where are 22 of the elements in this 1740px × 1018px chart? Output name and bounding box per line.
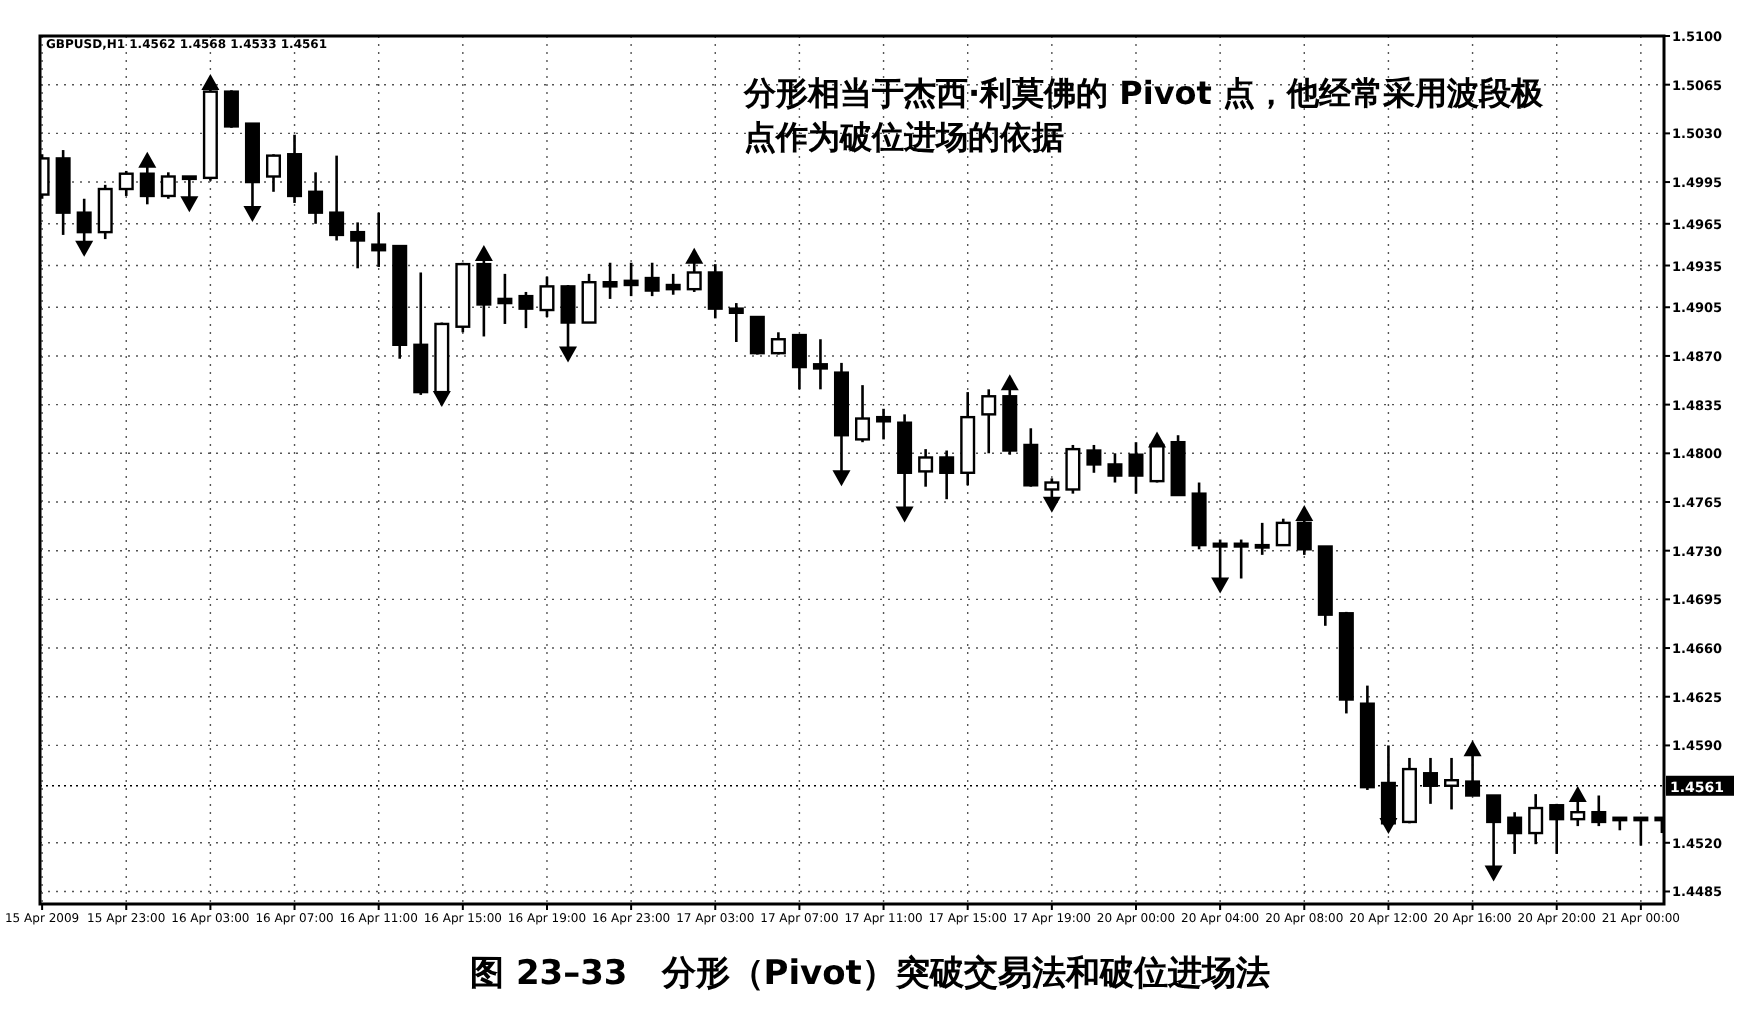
- point: [180, 196, 199, 213]
- point: [75, 240, 94, 257]
- point: [559, 346, 578, 363]
- point: [243, 206, 262, 223]
- point: [895, 506, 914, 523]
- point: [1042, 496, 1061, 513]
- point: [474, 245, 493, 261]
- point: [1000, 374, 1019, 391]
- point: [1379, 818, 1398, 835]
- point: [685, 247, 704, 264]
- point: [1295, 505, 1314, 522]
- point: [201, 73, 220, 90]
- point: [138, 151, 157, 168]
- text: 图 23–33 分形（Pivot）突破交易法和破位进场法: [470, 954, 1270, 994]
- point: [1148, 431, 1167, 448]
- point: [832, 470, 851, 487]
- point: [1484, 865, 1503, 882]
- annotation: 分形相当于杰西·利莫佛的 Pivot 点，他经常采用波段极点作为破位进场的依据: [742, 74, 1545, 156]
- point: [432, 391, 451, 408]
- point: [1568, 786, 1587, 803]
- point: [1463, 740, 1482, 757]
- point: [1211, 577, 1230, 594]
